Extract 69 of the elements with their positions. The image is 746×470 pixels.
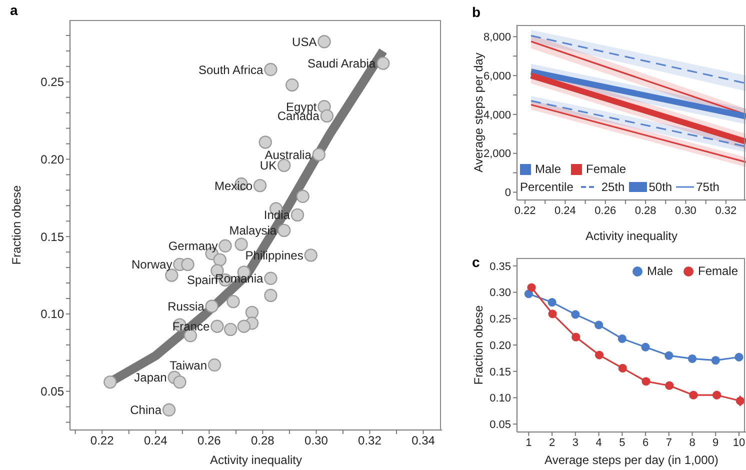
data-label: Egypt xyxy=(286,100,318,114)
annotation: 75th xyxy=(696,179,720,196)
y-tick-label: 0.10 xyxy=(490,392,511,405)
y-tick-label: 0.25 xyxy=(40,75,64,90)
x-tick-label: 1 xyxy=(526,436,532,449)
data-label: India xyxy=(264,208,290,222)
x-tick-label: 9 xyxy=(712,436,719,449)
legend-title: Percentile xyxy=(520,179,574,196)
y-axis-title: Fraction obese xyxy=(9,184,24,265)
x-tick-label: 0.22 xyxy=(514,204,536,217)
chart-title: c xyxy=(472,254,480,270)
y-tick-label: 0.05 xyxy=(40,384,64,399)
legend-label: Male xyxy=(646,263,673,280)
data-label: France xyxy=(172,320,210,334)
data-label: South Africa xyxy=(198,62,264,77)
y-tick-label: 2,000 xyxy=(483,148,511,160)
x-tick-label: 5 xyxy=(619,436,626,449)
x-axis-title: Average steps per day (in 1,000) xyxy=(544,453,718,467)
data-label: USA xyxy=(292,34,317,49)
x-tick-label: 0.24 xyxy=(144,434,168,448)
legend-label: Male xyxy=(535,161,562,178)
y-tick-label: 0.25 xyxy=(490,314,511,326)
x-tick-label: 0.26 xyxy=(197,434,222,448)
x-tick-label: 0.34 xyxy=(412,434,436,448)
x-tick-label: 7 xyxy=(666,436,672,449)
y-tick-label: 0.20 xyxy=(40,152,64,167)
x-tick-label: 0.32 xyxy=(358,434,382,448)
data-label: Germany xyxy=(168,239,218,254)
y-tick-label: 4,000 xyxy=(483,109,511,122)
x-tick-label: 0.24 xyxy=(554,204,576,217)
data-label: Mexico xyxy=(214,178,253,193)
data-label: Japan xyxy=(134,370,167,385)
x-tick-label: 4 xyxy=(596,436,602,449)
chart-title: a xyxy=(10,2,18,18)
x-tick-label: 0.28 xyxy=(251,434,275,448)
y-tick-label: 0 xyxy=(504,187,511,200)
y-tick-label: 0.20 xyxy=(490,340,511,352)
x-tick-label: 0.32 xyxy=(715,204,737,217)
y-tick-label: 0.35 xyxy=(490,260,511,273)
y-tick-label: 0.10 xyxy=(40,307,64,322)
y-tick-label: 6,000 xyxy=(483,70,511,82)
x-axis-title: Activity inequality xyxy=(585,229,678,243)
x-tick-label: 0.30 xyxy=(675,204,696,217)
x-tick-label: 3 xyxy=(572,436,578,449)
x-tick-label: 10 xyxy=(732,436,746,449)
x-tick-label: 0.22 xyxy=(90,434,114,448)
y-axis-title: Fraction obese xyxy=(471,304,486,385)
data-label: Norway xyxy=(132,258,172,272)
x-tick-label: 8 xyxy=(689,436,696,449)
y-tick-label: 0.15 xyxy=(40,230,64,244)
y-tick-label: 0.30 xyxy=(490,287,511,300)
annotation: 50th xyxy=(648,179,672,196)
x-tick-label: 0.30 xyxy=(304,434,328,448)
data-label: Taiwan xyxy=(170,358,208,372)
x-axis-title: Activity inequality xyxy=(210,453,302,467)
x-tick-label: 6 xyxy=(642,436,649,449)
x-tick-label: 0.26 xyxy=(594,204,616,217)
y-tick-label: 0.05 xyxy=(490,418,511,431)
legend-label: Female xyxy=(586,161,626,178)
y-tick-label: 8,000 xyxy=(483,32,511,44)
x-tick-label: 0.28 xyxy=(634,204,656,217)
annotation: 25th xyxy=(601,179,625,196)
x-tick-label: 2 xyxy=(548,436,556,449)
y-tick-label: 0.15 xyxy=(490,366,511,378)
data-label: Russia xyxy=(168,299,205,314)
data-label: China xyxy=(130,403,162,418)
chart-title: b xyxy=(472,4,481,20)
y-axis-title: Average steps per day xyxy=(471,52,486,172)
legend-label: Female xyxy=(698,263,738,280)
